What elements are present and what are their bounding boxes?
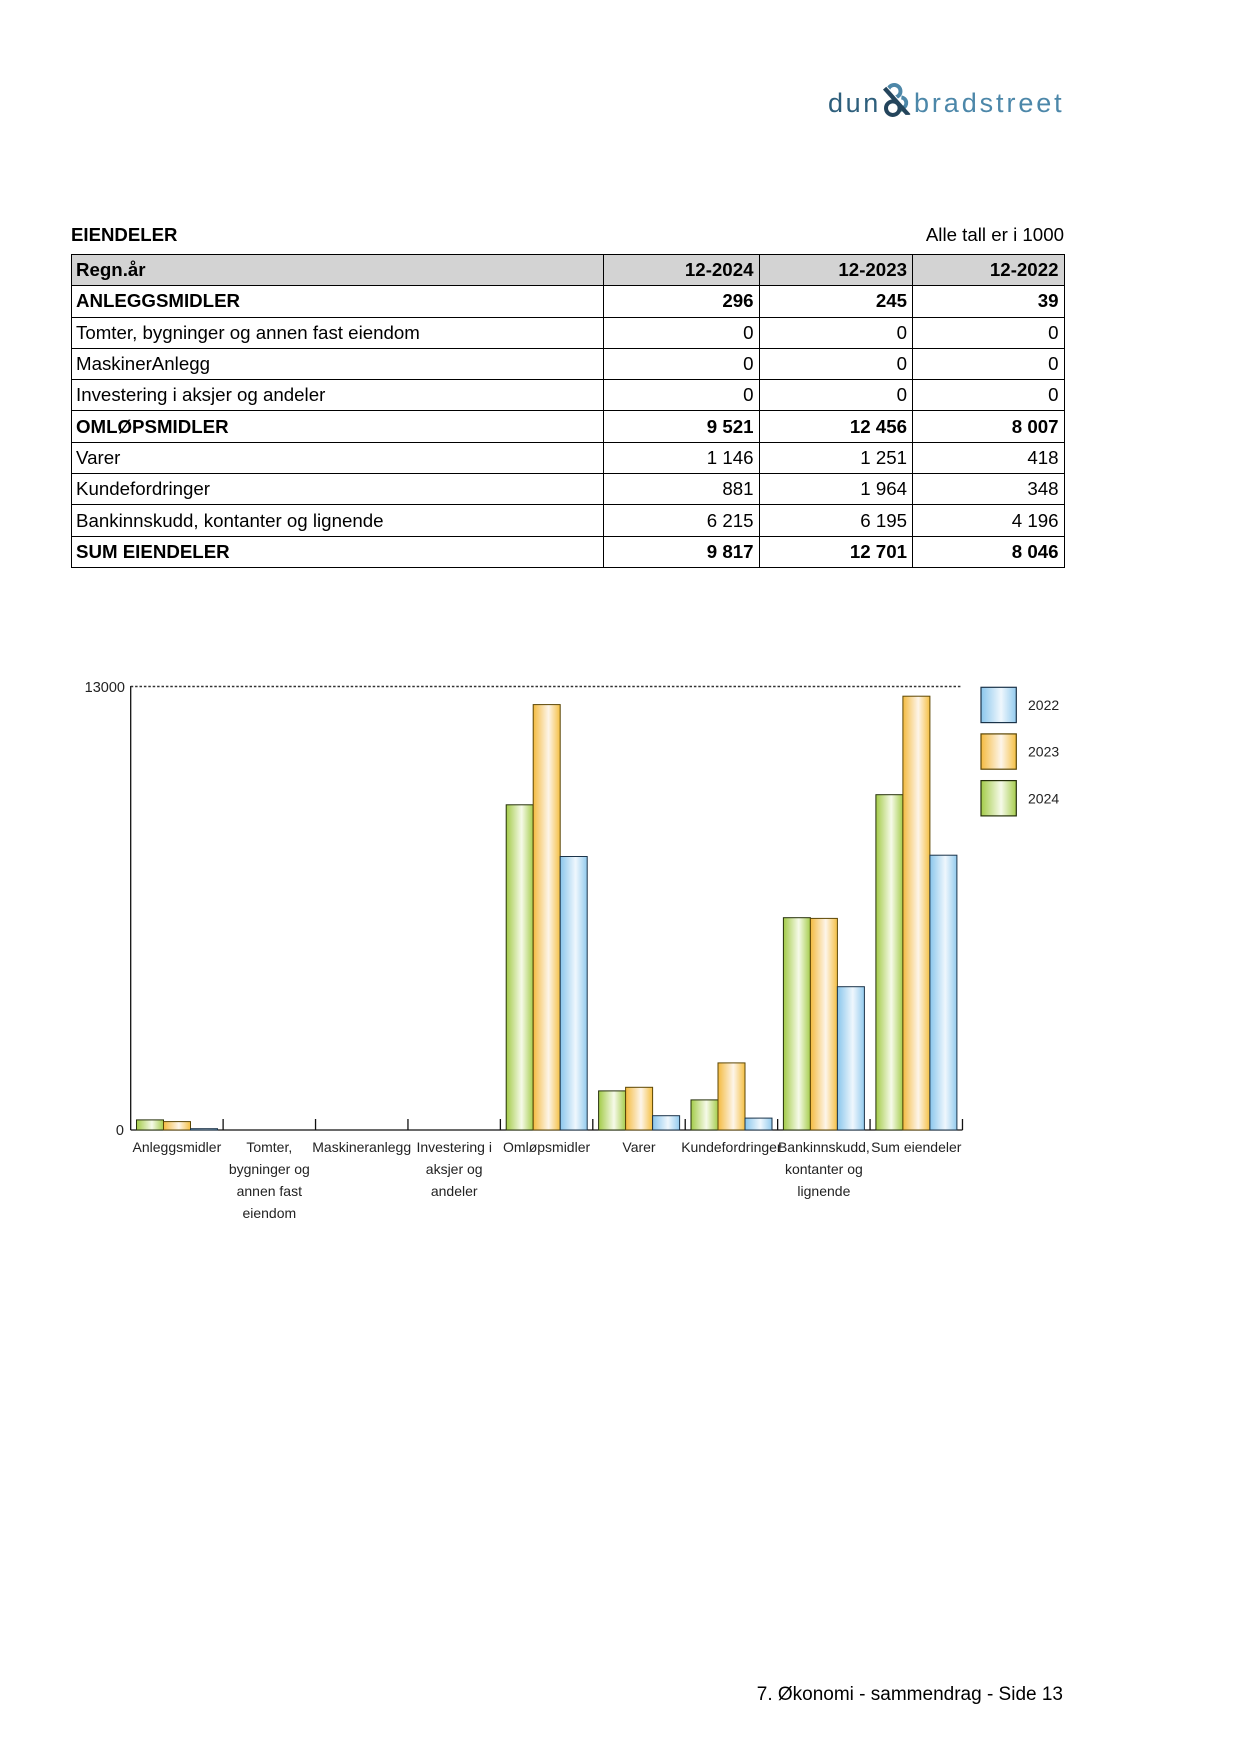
svg-text:annen fast: annen fast [237,1183,302,1199]
svg-text:kontanter og: kontanter og [785,1161,863,1177]
svg-text:andeler: andeler [431,1183,478,1199]
svg-text:bygninger og: bygninger og [229,1161,310,1177]
svg-text:2022: 2022 [1028,697,1059,713]
svg-text:lignende: lignende [797,1183,850,1199]
svg-text:Bankinnskudd,: Bankinnskudd, [778,1139,870,1155]
svg-text:Maskineranlegg: Maskineranlegg [312,1139,411,1155]
svg-text:0: 0 [116,1123,124,1139]
svg-text:eiendom: eiendom [242,1205,296,1221]
svg-text:2024: 2024 [1028,790,1059,806]
svg-text:aksjer og: aksjer og [426,1161,483,1177]
svg-text:Varer: Varer [622,1139,656,1155]
svg-text:2023: 2023 [1028,744,1059,760]
svg-text:Tomter,: Tomter, [246,1139,292,1155]
svg-text:Omløpsmidler: Omløpsmidler [503,1139,590,1155]
svg-text:Kundefordringer: Kundefordringer [681,1139,782,1155]
svg-text:Sum eiendeler: Sum eiendeler [871,1139,962,1155]
svg-text:Anleggsmidler: Anleggsmidler [133,1139,222,1155]
svg-text:13000: 13000 [85,680,125,696]
svg-text:Investering i: Investering i [416,1139,491,1155]
